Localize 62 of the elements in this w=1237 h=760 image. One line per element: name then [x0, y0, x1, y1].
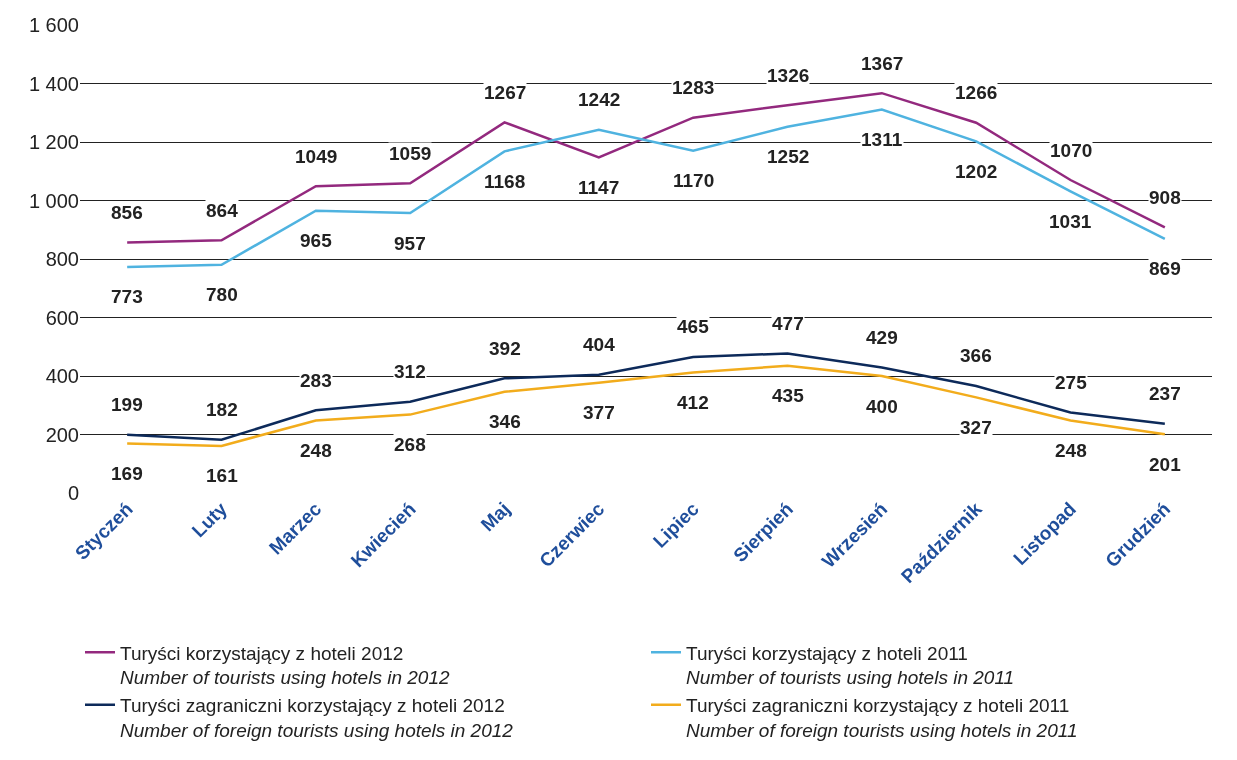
data-label: 392 — [489, 338, 521, 359]
y-tick-label: 1 200 — [28, 131, 79, 153]
data-label: 169 — [111, 463, 143, 484]
data-label: 869 — [1149, 258, 1181, 279]
data-label: 1367 — [861, 53, 904, 74]
data-label: 1147 — [578, 177, 620, 198]
y-tick-label: 0 — [67, 482, 79, 504]
data-label: 161 — [206, 465, 239, 486]
data-label: 477 — [772, 313, 804, 334]
data-label: 283 — [300, 370, 332, 391]
data-label: 1202 — [955, 161, 998, 182]
data-label: 1170 — [673, 170, 715, 191]
data-label: 429 — [866, 327, 898, 348]
data-label: 965 — [300, 230, 333, 251]
data-label: 1326 — [767, 65, 810, 86]
data-label: 773 — [111, 286, 143, 307]
x-tick-label: Maj — [476, 498, 515, 536]
data-label: 275 — [1055, 372, 1088, 393]
data-label: 404 — [583, 334, 616, 355]
data-label: 1242 — [578, 89, 621, 110]
data-label: 1070 — [1050, 140, 1093, 161]
legend-label: Turyści zagraniczni korzystający z hoteli 2012 Number of foreign tourists using hotels in 2012 — [120, 695, 514, 741]
data-label: 1311 — [861, 129, 903, 150]
data-label: 327 — [960, 417, 992, 438]
data-label: 248 — [1055, 440, 1087, 461]
data-label: 1283 — [672, 77, 715, 98]
y-tick-label: 200 — [45, 423, 79, 446]
data-label: 1266 — [955, 82, 998, 103]
legend-label: Turyści korzystający z hoteli 2011 Number of tourists using hotels in 2011 — [686, 642, 1015, 689]
y-tick-label: 1 000 — [28, 189, 79, 212]
data-label: 237 — [1149, 383, 1181, 404]
data-label: 864 — [206, 200, 239, 221]
y-tick-label: 800 — [45, 248, 79, 270]
data-label: 1059 — [389, 143, 432, 164]
data-label: 268 — [394, 434, 426, 455]
data-label: 435 — [772, 385, 805, 406]
data-label: 400 — [866, 396, 898, 417]
data-label: 312 — [394, 361, 426, 382]
data-label: 1267 — [484, 82, 527, 103]
data-label: 780 — [206, 284, 238, 305]
data-label: 957 — [394, 233, 426, 254]
y-tick-label: 1 600 — [28, 14, 79, 36]
data-label: 199 — [111, 394, 143, 415]
data-label: 201 — [1149, 454, 1182, 475]
data-label: 412 — [677, 392, 709, 413]
data-label: 377 — [583, 402, 615, 423]
data-label: 366 — [960, 345, 992, 366]
legend-label: Turyści zagraniczni korzystający z hoteli 2011 Number of foreign tourists using hotels in 2011 — [686, 695, 1078, 741]
data-label: 465 — [677, 316, 710, 337]
data-label: 1049 — [295, 146, 338, 167]
data-label: 856 — [111, 202, 143, 223]
y-tick-label: 1 400 — [28, 72, 79, 95]
data-label: 248 — [300, 440, 332, 461]
y-tick-label: 400 — [45, 365, 79, 387]
data-label: 1168 — [484, 171, 526, 192]
data-label: 1031 — [1049, 211, 1092, 232]
legend-label: Turyści korzystający z hoteli 2012 Number of tourists using hotels in 2012 — [120, 642, 450, 689]
data-label: 1252 — [767, 146, 810, 167]
data-label: 346 — [489, 411, 521, 432]
data-label: 908 — [1149, 187, 1181, 208]
data-label: 182 — [206, 399, 238, 420]
y-tick-label: 600 — [45, 306, 79, 329]
